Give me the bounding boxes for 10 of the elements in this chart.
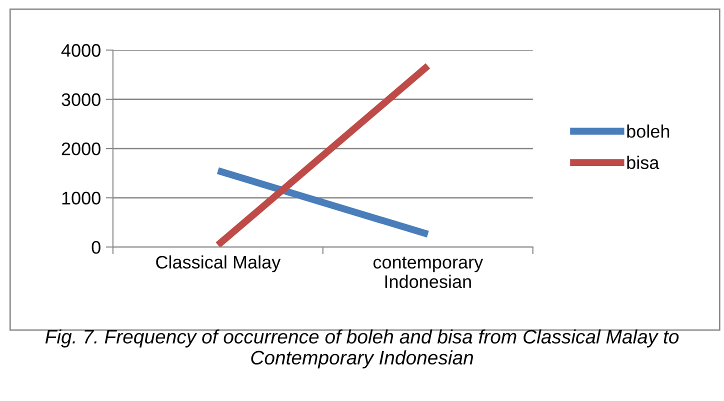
x-tick-label: Classical Malay	[156, 255, 281, 272]
legend-label: boleh	[627, 124, 670, 138]
legend-label: bisa	[627, 156, 660, 170]
caption: Fig. 7. Frequency of occurrence of boleh and bisa from Classical Malay to Contemporary Indonesian	[45, 329, 679, 368]
y-tick-label: 1000	[62, 192, 100, 205]
y-tick-label: 4000	[61, 44, 100, 57]
y-tick-label: 0	[92, 240, 100, 254]
y-tick-label: 2000	[62, 142, 100, 156]
x-tick-label: contemporary Indonesian	[373, 256, 484, 288]
y-tick-label: 3000	[62, 93, 100, 106]
